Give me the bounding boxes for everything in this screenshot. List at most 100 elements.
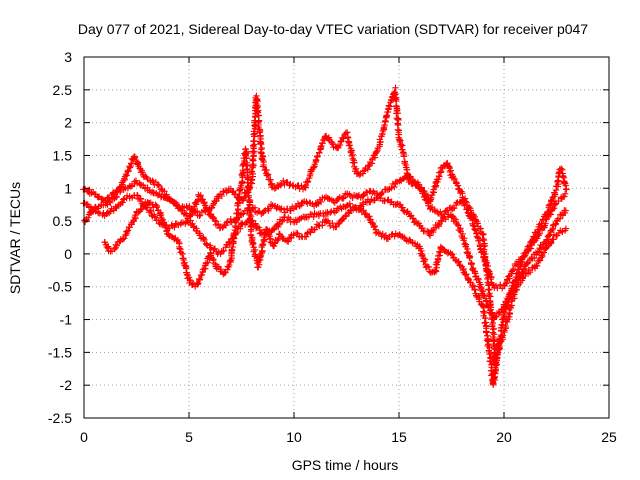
data-point: [127, 160, 135, 167]
axis-ticks: -2.5 -2 -1.5 -1 -0.5 0 0.5 1 1.5 2 2.5 3 0 5 10 15 20 25: [48, 49, 617, 445]
data-point: [299, 199, 306, 206]
data-point: [210, 214, 217, 221]
data-point: [104, 194, 112, 201]
data-point: [230, 230, 238, 237]
data-point: [536, 257, 544, 264]
y-tick-label: 0: [64, 246, 72, 262]
data-point: [498, 333, 506, 340]
data-point: [470, 282, 478, 290]
data-point: [538, 220, 545, 227]
data-point: [499, 332, 507, 339]
data-point: [530, 233, 537, 240]
y-tick-label: -1: [60, 312, 73, 328]
data-point: [319, 140, 326, 147]
data-point: [540, 216, 547, 224]
data-point: [264, 227, 271, 234]
data-point: [547, 201, 554, 208]
data-point: [471, 286, 478, 294]
data-point: [540, 249, 548, 256]
data-point: [502, 322, 509, 330]
data-point: [245, 185, 253, 192]
data-point: [555, 229, 562, 237]
data-point: [84, 214, 92, 221]
x-tick-label: 25: [601, 429, 617, 445]
data-point: [248, 222, 255, 229]
data-point: [339, 195, 347, 202]
data-point: [493, 313, 500, 320]
data-point: [293, 203, 300, 211]
data-point: [229, 238, 237, 245]
data-point: [435, 221, 443, 228]
data-point: [183, 218, 191, 225]
y-tick-label: 3: [64, 49, 72, 65]
data-point: [561, 190, 569, 198]
data-point: [410, 215, 417, 222]
data-point: [562, 225, 570, 232]
data-point: [464, 245, 471, 253]
y-tick-label: -1.5: [48, 344, 72, 360]
data-point: [134, 159, 142, 166]
data-point: [248, 177, 255, 184]
data-point: [356, 171, 363, 179]
data-point: [480, 235, 487, 243]
data-point: [310, 164, 317, 171]
data-point: [298, 182, 305, 190]
data-point: [348, 152, 356, 160]
data-point: [187, 277, 194, 284]
data-point: [520, 253, 528, 260]
data-point: [432, 267, 439, 274]
data-point: [255, 121, 262, 129]
data-point: [384, 186, 392, 193]
data-point: [545, 201, 553, 209]
data-point: [456, 226, 464, 234]
data-points: [80, 84, 570, 389]
data-point: [446, 164, 453, 171]
data-point: [154, 181, 162, 188]
data-point: [214, 220, 222, 228]
data-point: [200, 235, 207, 242]
data-point: [555, 197, 562, 205]
data-point: [399, 204, 406, 211]
data-point: [275, 221, 282, 229]
data-point: [176, 245, 183, 252]
y-tick-label: 0.5: [53, 213, 73, 229]
data-point: [542, 245, 549, 252]
data-point: [544, 208, 552, 215]
data-point: [220, 247, 227, 254]
x-tick-label: 5: [185, 429, 193, 445]
data-point: [259, 240, 267, 248]
data-point: [267, 201, 275, 208]
data-point: [386, 103, 393, 110]
data-point: [294, 216, 302, 224]
data-point: [218, 192, 226, 200]
data-point: [271, 185, 278, 192]
data-point: [194, 281, 201, 288]
x-tick-label: 10: [286, 429, 302, 445]
data-point: [367, 198, 374, 206]
data-point: [561, 193, 568, 200]
data-point: [368, 195, 375, 203]
data-point: [436, 252, 444, 259]
data-point: [346, 200, 353, 207]
data-point: [247, 218, 254, 225]
data-point: [387, 199, 394, 206]
data-point: [216, 224, 223, 232]
data-point: [560, 173, 567, 180]
data-point: [499, 322, 506, 329]
data-point: [533, 262, 541, 270]
x-tick-label: 15: [391, 429, 407, 445]
data-point: [379, 230, 386, 237]
data-point: [468, 260, 475, 267]
data-point: [237, 225, 244, 232]
data-point: [438, 218, 446, 225]
data-point: [343, 129, 351, 136]
data-point: [371, 223, 378, 230]
data-point: [486, 358, 494, 365]
data-point: [534, 249, 541, 256]
data-point: [424, 263, 431, 270]
y-tick-label: 1.5: [53, 147, 73, 163]
data-point: [328, 139, 336, 147]
data-point: [373, 148, 381, 155]
data-point: [382, 232, 390, 239]
